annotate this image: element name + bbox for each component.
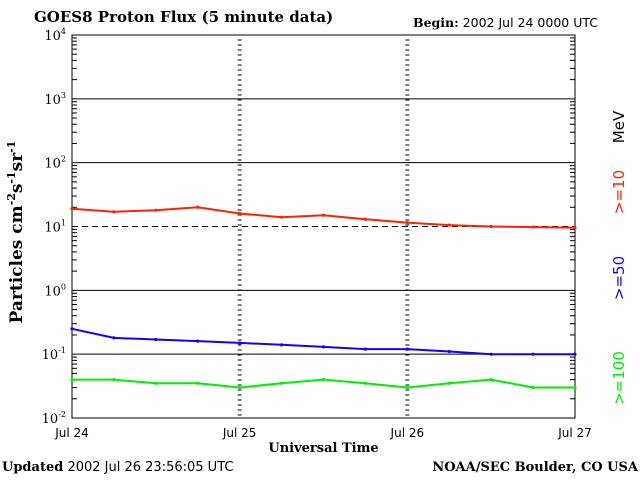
series-point bbox=[447, 349, 451, 354]
series-point bbox=[238, 341, 242, 345]
series-point bbox=[531, 225, 535, 229]
series-point bbox=[279, 381, 284, 385]
y-tick-label: 100 bbox=[44, 282, 66, 299]
credit-text: NOAA/SEC Boulder, CO USA bbox=[432, 460, 638, 475]
begin-time: Begin: 2002 Jul 24 0000 UTC bbox=[413, 15, 598, 30]
series-point bbox=[112, 210, 116, 214]
series-point bbox=[70, 207, 74, 211]
legend-unit: MeV bbox=[610, 110, 628, 143]
series-point bbox=[405, 347, 409, 351]
series-point bbox=[238, 385, 242, 390]
series-point bbox=[363, 381, 368, 385]
series-point bbox=[321, 345, 326, 349]
series-point bbox=[363, 217, 368, 221]
series-point bbox=[321, 377, 326, 382]
series-point bbox=[447, 223, 451, 227]
series-point bbox=[489, 377, 493, 382]
series-point bbox=[70, 327, 74, 331]
series-point bbox=[238, 211, 242, 216]
y-tick-label: 10-2 bbox=[42, 410, 66, 427]
series-line bbox=[71, 206, 576, 229]
series-point bbox=[112, 336, 116, 340]
updated-label: Updated bbox=[2, 460, 64, 475]
series-point bbox=[196, 205, 200, 209]
series-point bbox=[447, 381, 451, 385]
series-point bbox=[196, 339, 200, 343]
series-point bbox=[573, 352, 577, 356]
series-point bbox=[573, 385, 577, 390]
series-line bbox=[71, 327, 575, 356]
legend-entry: >=10 bbox=[610, 170, 628, 214]
updated-time: Updated 2002 Jul 26 23:56:05 UTC bbox=[2, 460, 233, 475]
series-point bbox=[154, 381, 158, 385]
series-point bbox=[405, 385, 409, 390]
legend-entry: >=50 bbox=[610, 256, 628, 300]
y-tick-label: 10-1 bbox=[42, 346, 66, 363]
series-point bbox=[363, 347, 368, 351]
series-point bbox=[279, 215, 284, 219]
series-point bbox=[112, 377, 116, 382]
legend-entry: >=100 bbox=[610, 351, 628, 405]
y-tick-label: 104 bbox=[44, 27, 66, 44]
y-tick-label: 102 bbox=[44, 155, 66, 172]
y-tick-label: 103 bbox=[44, 91, 66, 108]
series-point bbox=[70, 377, 74, 382]
begin-value: 2002 Jul 24 0000 UTC bbox=[462, 15, 598, 30]
x-tick-label: Jul 25 bbox=[222, 426, 257, 440]
x-tick-label: Jul 26 bbox=[390, 426, 425, 440]
series-point bbox=[321, 213, 326, 217]
series-point bbox=[531, 352, 535, 356]
series-point bbox=[405, 221, 409, 225]
series-point bbox=[154, 208, 158, 212]
begin-label: Begin: bbox=[413, 15, 459, 30]
y-axis-label: Particles cm-2s-1sr-1 bbox=[5, 141, 27, 324]
series-point bbox=[154, 337, 158, 342]
series-point bbox=[531, 385, 535, 390]
x-tick-label: Jul 27 bbox=[557, 426, 592, 440]
series-point bbox=[489, 224, 493, 229]
chart-title: GOES8 Proton Flux (5 minute data) bbox=[34, 8, 334, 26]
series-point bbox=[489, 352, 493, 356]
series-point bbox=[573, 226, 577, 230]
y-tick-label: 101 bbox=[44, 219, 66, 236]
x-tick-label: Jul 24 bbox=[54, 426, 89, 440]
series-point bbox=[279, 343, 284, 347]
series-point bbox=[196, 381, 200, 385]
x-axis-label: Universal Time bbox=[268, 441, 378, 456]
updated-value: 2002 Jul 26 23:56:05 UTC bbox=[67, 460, 234, 475]
